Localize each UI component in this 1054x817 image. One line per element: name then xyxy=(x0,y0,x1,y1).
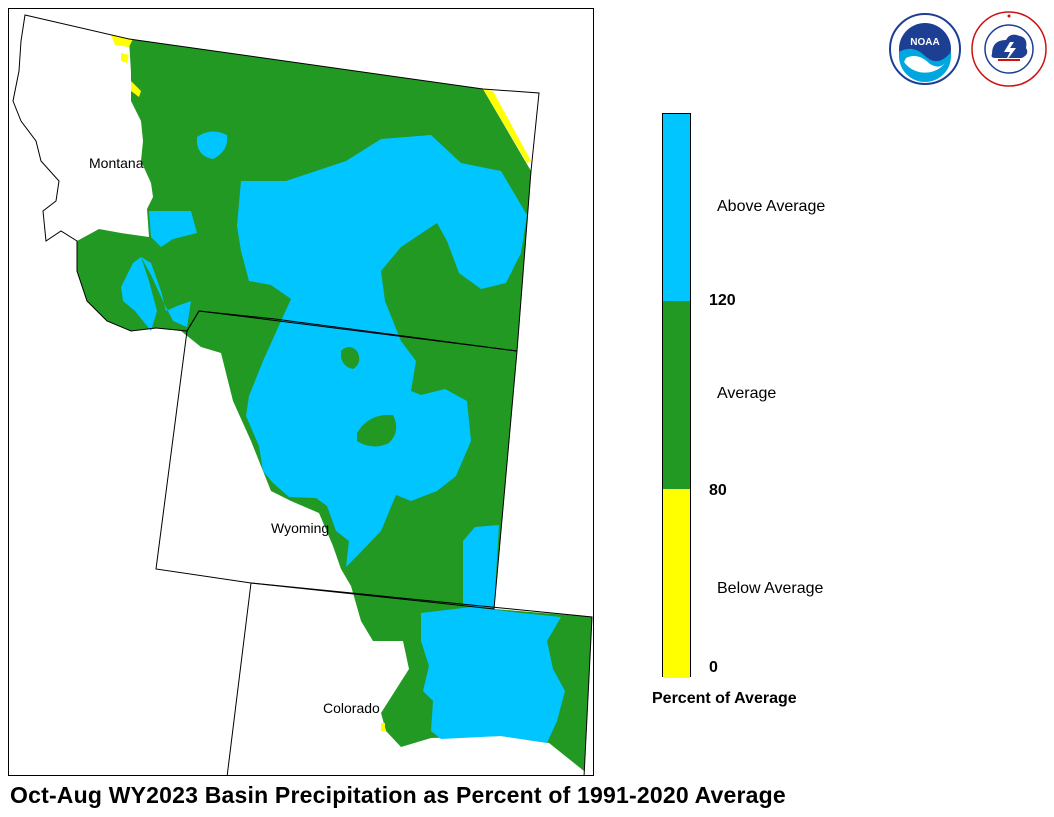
wyoming-label: Wyoming xyxy=(271,520,330,536)
nws-logo xyxy=(971,11,1047,87)
region-below-nw xyxy=(111,35,141,97)
region-average-island-2 xyxy=(341,347,360,369)
region-below-ne xyxy=(483,89,531,163)
noaa-logo: NOAA xyxy=(889,13,961,85)
page-title: Oct-Aug WY2023 Basin Precipitation as Pe… xyxy=(10,782,786,808)
legend-swatch-average xyxy=(663,301,690,489)
basin-map xyxy=(12,14,593,775)
legend-tick-80: 80 xyxy=(709,482,727,499)
region-above-nw xyxy=(197,131,228,159)
noaa-logo-text: NOAA xyxy=(910,37,939,48)
legend-swatch-above xyxy=(663,114,690,301)
legend-swatch-below xyxy=(663,489,690,678)
legend-tick-120: 120 xyxy=(709,292,736,309)
colorado-border xyxy=(226,582,593,775)
legend-tick-0: 0 xyxy=(709,659,718,676)
legend-title: Percent of Average xyxy=(652,690,797,707)
region-above-west xyxy=(149,211,197,247)
montana-label: Montana xyxy=(89,155,144,171)
region-average-island-1 xyxy=(357,414,397,447)
region-above-colorado xyxy=(421,607,565,743)
colorado-label: Colorado xyxy=(323,700,380,716)
region-above-se-wy xyxy=(463,525,499,609)
region-above-central xyxy=(237,135,527,567)
legend-label-above: Above Average xyxy=(717,198,826,215)
legend-label-below: Below Average xyxy=(717,580,824,597)
map-panel: Montana Wyoming Colorado xyxy=(8,8,594,776)
montana-border xyxy=(12,14,540,352)
legend-label-average: Average xyxy=(717,385,777,402)
legend-color-bar xyxy=(662,113,691,678)
region-above-west-2 xyxy=(121,257,191,331)
region-below-co xyxy=(381,723,385,731)
